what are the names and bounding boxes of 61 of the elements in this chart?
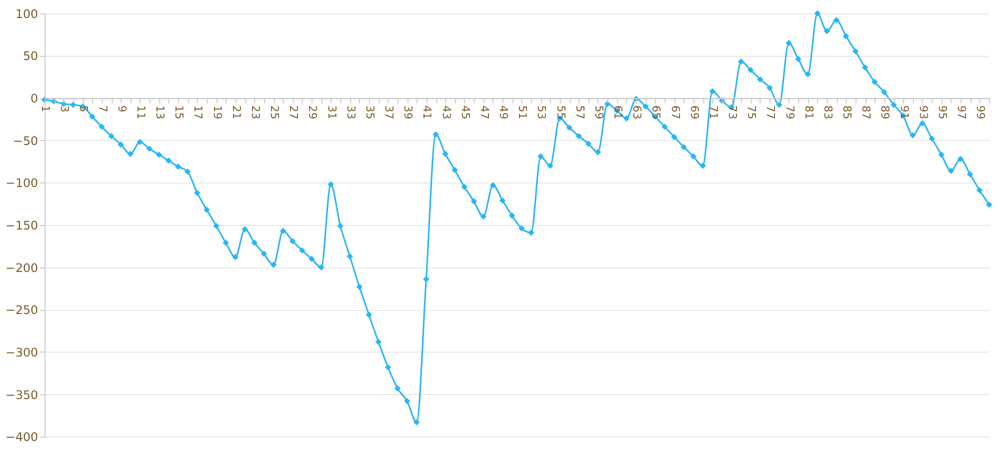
x-tick-label: 91 <box>898 105 911 120</box>
x-tick-label: 19 <box>210 105 224 120</box>
x-tick-label: 65 <box>650 105 663 120</box>
x-tick-label: 75 <box>745 105 758 120</box>
x-tick-label: 83 <box>821 105 834 120</box>
x-tick-label: 87 <box>860 105 873 120</box>
y-tick-label: 0 <box>30 91 38 106</box>
x-tick-label: 11 <box>134 105 148 120</box>
y-tick-label: −300 <box>6 345 38 360</box>
x-tick-label: 35 <box>363 105 376 120</box>
x-tick-label: 53 <box>535 105 548 120</box>
x-tick-label: 61 <box>612 105 625 120</box>
y-tick-label: −100 <box>6 176 38 190</box>
x-tick-label: 79 <box>783 105 796 120</box>
x-tick-label: 39 <box>402 105 415 120</box>
x-tick-label: 5 <box>77 105 90 112</box>
y-tick-label: 50 <box>22 49 38 64</box>
x-tick-label: 13 <box>154 105 167 120</box>
x-tick-label: 31 <box>325 105 338 120</box>
y-tick-label: −150 <box>6 218 38 232</box>
x-tick-label: 29 <box>306 105 320 120</box>
x-tick-label: 21 <box>230 105 243 120</box>
x-tick-label: 1 <box>39 105 52 112</box>
x-tick-label: 69 <box>688 105 701 120</box>
x-tick-label: 33 <box>344 105 358 120</box>
x-tick-label: 45 <box>458 105 472 120</box>
x-tick-label: 7 <box>96 105 110 112</box>
y-tick-label: 100 <box>15 6 38 21</box>
y-tick-label: −400 <box>6 430 38 444</box>
x-tick-label: 9 <box>115 105 128 112</box>
x-tick-label: 95 <box>936 105 949 120</box>
x-tick-label: 41 <box>420 105 434 120</box>
x-tick-label: 71 <box>706 105 720 120</box>
x-tick-label: 57 <box>573 105 586 120</box>
x-tick-label: 15 <box>172 105 186 120</box>
x-tick-label: 77 <box>764 105 778 120</box>
x-tick-label: 81 <box>802 105 816 120</box>
y-tick-label: −50 <box>13 134 38 148</box>
x-tick-label: 59 <box>592 105 606 120</box>
x-tick-label: 99 <box>974 105 988 120</box>
x-tick-label: 55 <box>554 105 568 120</box>
x-tick-label: 25 <box>268 105 282 120</box>
y-tick-label: −200 <box>6 260 38 275</box>
x-tick-label: 63 <box>630 105 644 120</box>
y-tick-label: −350 <box>6 388 38 402</box>
x-tick-label: 27 <box>287 105 300 120</box>
x-tick-label: 97 <box>955 105 968 120</box>
x-tick-label: 67 <box>668 105 682 120</box>
x-tick-label: 73 <box>726 105 740 120</box>
y-tick-label: −250 <box>6 303 38 318</box>
x-tick-label: 37 <box>382 105 396 120</box>
x-tick-label: 89 <box>878 105 892 120</box>
x-tick-label: 51 <box>516 105 530 120</box>
x-tick-label: 47 <box>478 105 491 120</box>
x-tick-label: 85 <box>840 105 854 120</box>
x-tick-label: 49 <box>497 105 510 120</box>
x-tick-label: 3 <box>58 105 72 112</box>
x-tick-label: 43 <box>440 105 453 120</box>
x-tick-label: 23 <box>248 105 262 120</box>
x-tick-label: 93 <box>916 105 930 120</box>
x-tick-label: 17 <box>192 105 205 120</box>
